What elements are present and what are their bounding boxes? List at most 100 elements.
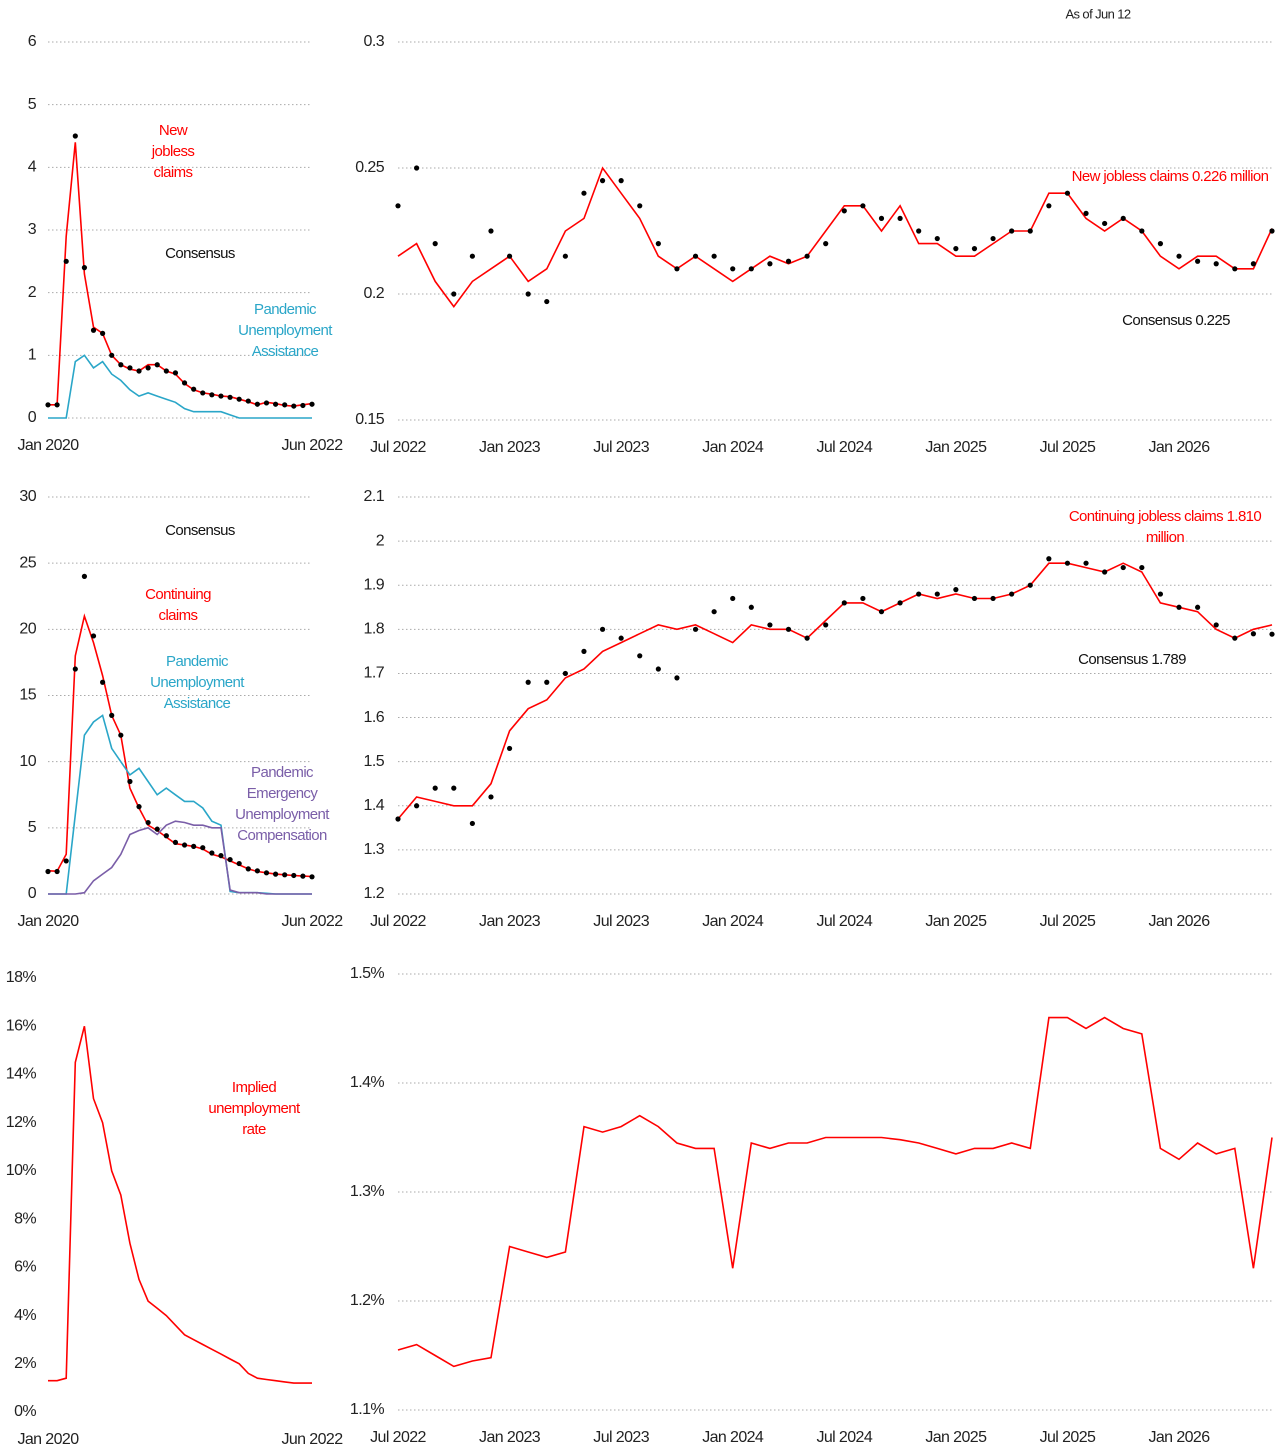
x-tick-label: Jan 2026 bbox=[1148, 1429, 1210, 1446]
consensus-point bbox=[172, 839, 179, 845]
series-line bbox=[48, 354, 312, 419]
consensus-point bbox=[451, 785, 457, 791]
series-line bbox=[397, 562, 1273, 820]
consensus-point bbox=[45, 402, 51, 408]
consensus-point bbox=[209, 850, 215, 856]
consensus-point bbox=[860, 595, 866, 602]
consensus-point bbox=[309, 874, 315, 880]
consensus-point bbox=[136, 368, 142, 374]
y-tick-label: 4% bbox=[14, 1307, 36, 1324]
consensus-point bbox=[748, 266, 754, 272]
x-tick-label: Jul 2022 bbox=[370, 1429, 426, 1446]
consensus-point bbox=[90, 633, 97, 639]
y-tick-label: 2.1 bbox=[364, 488, 385, 505]
y-tick-label: 1.2 bbox=[364, 885, 385, 902]
consensus-point bbox=[291, 403, 297, 409]
consensus-point bbox=[878, 609, 885, 615]
consensus-point bbox=[181, 842, 188, 848]
series-line bbox=[397, 1016, 1273, 1368]
consensus-point bbox=[1269, 228, 1275, 234]
consensus-point bbox=[451, 291, 457, 297]
y-tick-label: 1.4% bbox=[350, 1074, 384, 1091]
y-tick-label: 1.6 bbox=[364, 709, 385, 726]
consensus-point bbox=[1120, 215, 1126, 221]
consensus-point bbox=[488, 228, 494, 234]
x-tick-label: Jan 2023 bbox=[479, 1429, 541, 1446]
consensus-point bbox=[245, 398, 251, 404]
consensus-point bbox=[618, 178, 624, 184]
consensus-point bbox=[562, 253, 568, 259]
y-tick-label: 0% bbox=[14, 1403, 36, 1420]
consensus-point bbox=[109, 352, 115, 358]
consensus-point bbox=[54, 868, 60, 875]
y-tick-label: 0.2 bbox=[364, 285, 385, 302]
series-label: Consensus bbox=[165, 245, 235, 262]
consensus-point bbox=[990, 595, 996, 602]
consensus-point bbox=[469, 820, 475, 827]
consensus-point bbox=[100, 679, 106, 685]
consensus-point bbox=[785, 626, 792, 632]
consensus-point bbox=[236, 860, 242, 867]
consensus-point bbox=[1009, 591, 1015, 597]
consensus-point bbox=[81, 265, 88, 271]
x-tick-label: Jan 2025 bbox=[925, 439, 987, 456]
annotation: New jobless claims 0.226 million bbox=[1071, 168, 1269, 185]
consensus-point bbox=[118, 732, 124, 738]
consensus-point bbox=[916, 228, 922, 234]
series-line bbox=[48, 820, 312, 895]
consensus-point bbox=[618, 635, 624, 641]
consensus-point bbox=[785, 258, 792, 264]
consensus-point bbox=[72, 666, 78, 672]
consensus-point bbox=[1250, 631, 1257, 637]
series-line bbox=[48, 1026, 312, 1384]
consensus-point bbox=[730, 266, 736, 272]
x-tick-label: Jan 2026 bbox=[1148, 913, 1210, 930]
consensus-point bbox=[1046, 556, 1052, 562]
x-tick-label: Jul 2024 bbox=[816, 439, 872, 456]
consensus-point bbox=[118, 362, 124, 368]
y-tick-label: 2 bbox=[376, 532, 385, 549]
annotation: Continuing jobless claims 1.810 million bbox=[1068, 508, 1262, 546]
consensus-point bbox=[1027, 228, 1033, 234]
y-tick-label: 14% bbox=[6, 1066, 37, 1083]
consensus-point bbox=[581, 648, 587, 654]
consensus-point bbox=[1139, 228, 1145, 234]
consensus-point bbox=[841, 208, 847, 214]
consensus-point bbox=[54, 402, 60, 408]
consensus-point bbox=[823, 241, 829, 247]
consensus-point bbox=[145, 365, 151, 371]
consensus-point bbox=[916, 591, 922, 597]
consensus-point bbox=[1157, 241, 1164, 247]
consensus-point bbox=[767, 261, 773, 267]
consensus-point bbox=[432, 241, 438, 247]
consensus-point bbox=[971, 595, 978, 602]
consensus-point bbox=[90, 327, 97, 333]
consensus-point bbox=[127, 365, 133, 371]
consensus-point bbox=[200, 845, 206, 851]
x-tick-label: Jan 2024 bbox=[702, 439, 764, 456]
consensus-point bbox=[191, 386, 197, 392]
consensus-point bbox=[544, 298, 550, 305]
consensus-point bbox=[599, 178, 606, 184]
consensus-point bbox=[1064, 190, 1071, 196]
consensus-point bbox=[525, 679, 531, 685]
consensus-point bbox=[674, 266, 680, 272]
consensus-point bbox=[1027, 582, 1033, 588]
consensus-point bbox=[309, 401, 315, 407]
consensus-point bbox=[953, 246, 959, 252]
x-tick-label: Jul 2025 bbox=[1040, 1429, 1096, 1446]
consensus-point bbox=[525, 291, 531, 297]
y-tick-label: 0.25 bbox=[355, 159, 384, 176]
consensus-point bbox=[1176, 253, 1182, 259]
y-tick-label: 1.5 bbox=[364, 753, 385, 770]
consensus-point bbox=[581, 190, 587, 196]
x-tick-label: Jan 2020 bbox=[17, 913, 79, 930]
consensus-point bbox=[218, 853, 224, 859]
consensus-point bbox=[1083, 560, 1089, 566]
consensus-point bbox=[300, 402, 306, 409]
y-tick-label: 16% bbox=[6, 1017, 37, 1034]
consensus-point bbox=[1157, 591, 1164, 597]
consensus-point bbox=[711, 253, 717, 259]
consensus-point bbox=[804, 635, 810, 641]
